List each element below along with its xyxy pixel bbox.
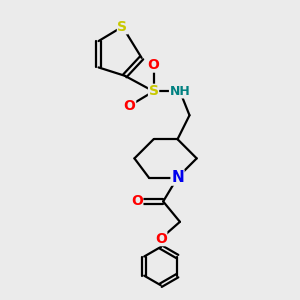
Text: NH: NH	[169, 85, 190, 98]
Text: O: O	[131, 194, 143, 208]
Text: S: S	[118, 20, 128, 34]
Text: O: O	[124, 99, 136, 113]
Text: O: O	[155, 232, 167, 246]
Text: O: O	[148, 58, 160, 72]
Text: N: N	[171, 170, 184, 185]
Text: S: S	[148, 84, 159, 98]
